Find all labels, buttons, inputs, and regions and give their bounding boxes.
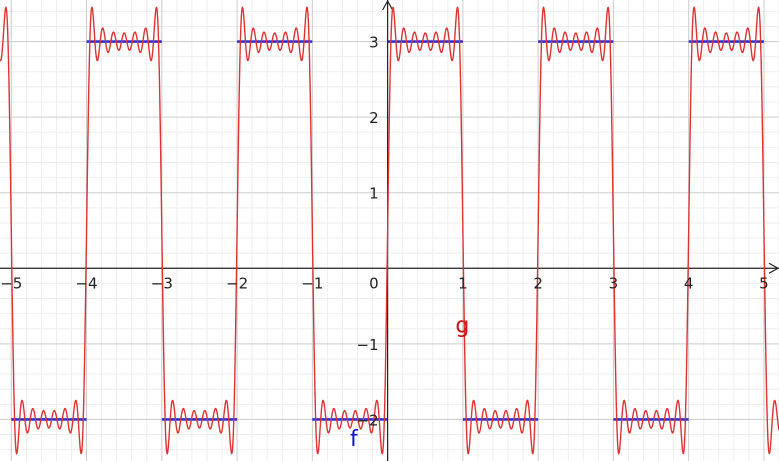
series-g [0, 6, 779, 455]
x-tick-label: −3 [151, 274, 173, 292]
x-tick-label: −1 [301, 274, 323, 292]
y-tick-label: −1 [356, 336, 378, 354]
x-tick-label: −5 [0, 274, 22, 292]
y-tick-label: 3 [369, 34, 379, 52]
origin-label: 0 [369, 274, 379, 292]
tick-labels: −5 −4 −3 −2 −1 1 2 3 4 5 3 2 1 −1 −2 0 [0, 34, 768, 430]
series-g-label: g [455, 314, 469, 339]
x-tick-label: 2 [533, 274, 543, 292]
y-tick-label: −2 [356, 411, 378, 429]
x-tick-label: −2 [226, 274, 248, 292]
x-tick-label: 5 [759, 274, 769, 292]
y-axis-arrow [382, 0, 394, 11]
y-tick-label: 1 [369, 185, 379, 203]
series-f [11, 40, 764, 421]
x-tick-label: −4 [75, 274, 97, 292]
x-tick-label: 3 [609, 274, 619, 292]
x-tick-label: 1 [458, 274, 468, 292]
g-curve [0, 6, 779, 455]
y-tick-label: 2 [369, 109, 379, 127]
series-f-label: f [350, 427, 359, 452]
x-tick-label: 4 [684, 274, 694, 292]
x-axis-arrow [768, 262, 779, 274]
